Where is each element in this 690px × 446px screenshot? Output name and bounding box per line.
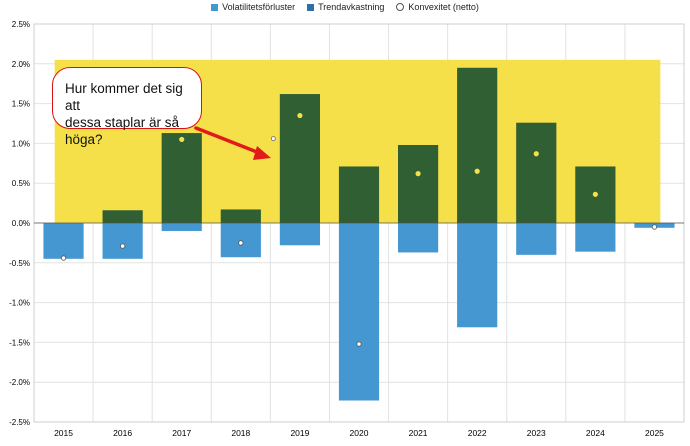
legend-label-trend: Trendavkastning bbox=[318, 2, 385, 12]
convexity-point bbox=[179, 136, 185, 143]
x-tick-label: 2017 bbox=[172, 428, 191, 438]
bar-volatility bbox=[398, 223, 439, 253]
bars bbox=[43, 67, 675, 401]
legend-label-convexity: Konvexitet (netto) bbox=[408, 2, 479, 12]
x-axis: 2015 2016 2017 2018 2019 2020 2021 2022 2023 2024… bbox=[54, 428, 664, 438]
bar-volatility bbox=[457, 223, 498, 328]
bar-trend bbox=[220, 209, 261, 223]
y-tick-label: -2.0% bbox=[9, 378, 30, 387]
arrow-shaft bbox=[194, 126, 264, 156]
callout-line-2: dessa staplar är så höga? bbox=[65, 115, 180, 147]
legend-swatch-volatility bbox=[211, 3, 219, 11]
bar-volatility bbox=[279, 223, 320, 246]
y-tick-label: 2.0% bbox=[12, 60, 30, 69]
y-tick-label: -2.5% bbox=[9, 418, 30, 427]
bar-volatility bbox=[220, 223, 261, 258]
bar-volatility bbox=[43, 223, 84, 259]
y-axis: -2.5% -2.0% -1.5% -1.0% -0.5% 0.0% 0.5% 1.0% 1.5… bbox=[9, 20, 30, 427]
convexity-point bbox=[238, 240, 244, 246]
legend-item-convexity: Konvexitet (netto) bbox=[396, 2, 479, 12]
y-tick-label: 0.0% bbox=[12, 219, 30, 228]
convexity-point bbox=[356, 341, 362, 347]
convexity-point bbox=[120, 243, 126, 249]
convexity-point bbox=[474, 168, 480, 174]
x-tick-label: 2019 bbox=[290, 428, 309, 438]
convexity-point bbox=[297, 112, 303, 119]
y-tick-label: -1.5% bbox=[9, 338, 30, 347]
callout-bubble: Hur kommer det sig att dessa staplar är … bbox=[52, 67, 202, 147]
convexity-point bbox=[651, 224, 658, 230]
x-tick-label: 2022 bbox=[468, 428, 487, 438]
convexity-points bbox=[60, 112, 658, 347]
x-tick-label: 2018 bbox=[231, 428, 250, 438]
bar-volatility bbox=[338, 223, 380, 401]
bar-volatility bbox=[161, 223, 202, 231]
legend-swatch-trend bbox=[307, 3, 315, 11]
x-tick-label: 2021 bbox=[409, 428, 428, 438]
convexity-point bbox=[415, 171, 421, 177]
legend-item-trend: Trendavkastning bbox=[307, 2, 384, 12]
bar-trend bbox=[102, 210, 143, 223]
bar-volatility bbox=[102, 223, 143, 259]
bar-trend bbox=[516, 122, 557, 223]
legend-label-volatility: Volatilitetsförluster bbox=[222, 2, 296, 12]
x-tick-label: 2025 bbox=[645, 428, 664, 438]
convexity-point bbox=[592, 191, 598, 197]
callout-line-1: Hur kommer det sig att bbox=[65, 81, 183, 113]
x-tick-label: 2016 bbox=[113, 428, 132, 438]
y-tick-label: 1.5% bbox=[12, 100, 30, 109]
legend-item-volatility: Volatilitetsförluster bbox=[211, 2, 295, 12]
x-tick-label: 2015 bbox=[54, 428, 73, 438]
arrow-head bbox=[253, 146, 271, 160]
callout-arrow bbox=[194, 126, 271, 160]
legend: Volatilitetsförluster Trendavkastning Ko… bbox=[0, 2, 690, 12]
y-tick-label: 0.5% bbox=[12, 179, 30, 188]
y-tick-label: -0.5% bbox=[9, 259, 30, 268]
convexity-point bbox=[60, 255, 67, 261]
y-tick-label: -1.0% bbox=[9, 299, 30, 308]
bar-volatility bbox=[516, 223, 557, 255]
bar-trend bbox=[457, 67, 498, 223]
y-tick-label: 2.5% bbox=[12, 20, 30, 29]
x-tick-label: 2020 bbox=[350, 428, 369, 438]
legend-swatch-convexity bbox=[396, 3, 405, 11]
bar-trend bbox=[161, 133, 202, 223]
bar-volatility bbox=[575, 223, 616, 252]
y-tick-label: 1.0% bbox=[12, 139, 30, 148]
x-tick-label: 2023 bbox=[527, 428, 546, 438]
convexity-point bbox=[533, 151, 539, 157]
convexity-point bbox=[270, 136, 276, 142]
x-tick-label: 2024 bbox=[586, 428, 605, 438]
bar-trend bbox=[338, 166, 380, 223]
bar-trend bbox=[398, 144, 439, 223]
